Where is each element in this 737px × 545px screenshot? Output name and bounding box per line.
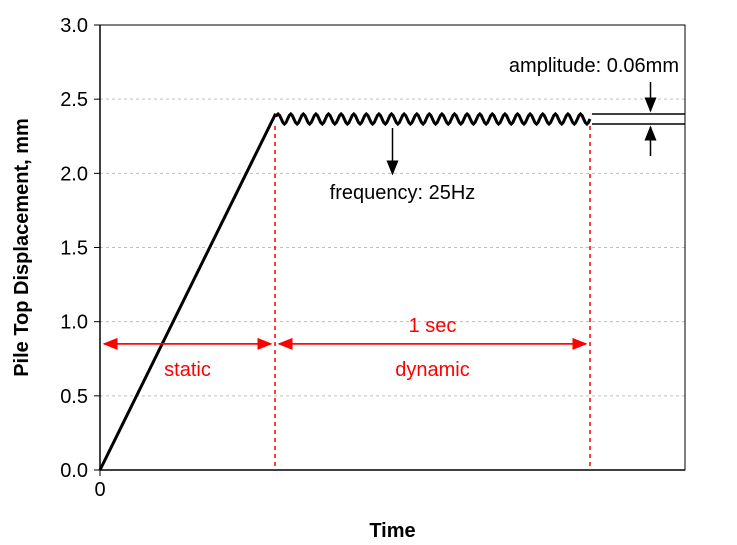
y-tick-label: 1.5 xyxy=(60,238,88,260)
x-tick-label: 0 xyxy=(94,479,105,501)
static-label: static xyxy=(164,359,211,381)
chart-container: 0.0 0.5 1.0 1.5 2.0 2.5 3.0 0 Pile Top Displacem… xyxy=(0,0,737,545)
y-tick-label: 2.0 xyxy=(60,163,88,185)
displacement-chart: 0.0 0.5 1.0 1.5 2.0 2.5 3.0 0 Pile Top Displacem… xyxy=(0,0,737,545)
y-tick-label: 0.0 xyxy=(60,460,88,482)
amplitude-label: amplitude: 0.06mm xyxy=(509,55,679,77)
y-tick-label: 3.0 xyxy=(60,15,88,37)
x-axis-label: Time xyxy=(369,520,415,542)
y-axis-label: Pile Top Displacement, mm xyxy=(11,118,33,377)
y-tick-label: 0.5 xyxy=(60,386,88,408)
y-tick-label: 2.5 xyxy=(60,89,88,111)
dynamic-label: dynamic xyxy=(395,359,469,381)
y-tick-label: 1.0 xyxy=(60,312,88,334)
duration-label: 1 sec xyxy=(409,315,457,337)
frequency-label: frequency: 25Hz xyxy=(330,182,476,204)
